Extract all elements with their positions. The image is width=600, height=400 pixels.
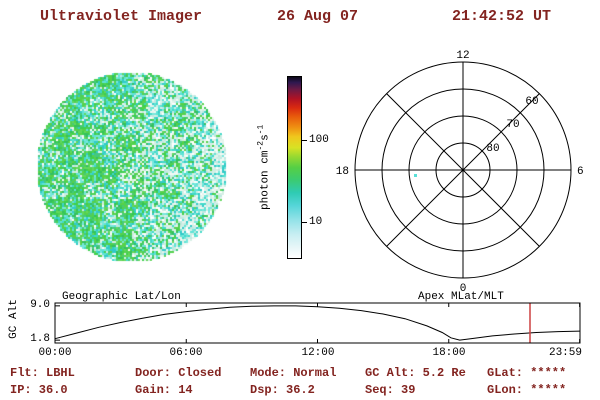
colorbar-label-text: photon cm xyxy=(259,150,272,210)
ytick-1-8: 1.8 xyxy=(30,333,50,345)
xtick-1200: 12:00 xyxy=(301,347,335,359)
xtick-1800: 18:00 xyxy=(432,347,466,359)
geographic-caption: Geographic Lat/Lon xyxy=(62,291,181,303)
mlat-label-80: 80 xyxy=(486,143,499,155)
xtick-0000: 00:00 xyxy=(38,347,72,359)
colorbar-label-mid: s xyxy=(259,134,272,141)
colorbar-tick-100: 100 xyxy=(309,134,329,146)
status-gc-alt: GC Alt: 5.2 Re xyxy=(365,366,466,380)
status-mode: Mode: Normal xyxy=(250,366,337,380)
status-glat: GLat: ***** xyxy=(487,366,567,380)
status-door: Door: Closed xyxy=(135,366,222,380)
gc-alt-strip-chart xyxy=(54,302,581,344)
mlt-label-0: 0 xyxy=(460,283,467,295)
status-ip: IP: 36.0 xyxy=(10,383,68,397)
gc-alt-curve xyxy=(54,305,580,341)
polar-grid-plot: 12 18 6 0 60 70 80 xyxy=(336,50,584,295)
colorbar-label-exp2: -1 xyxy=(256,124,266,135)
axis-ticks xyxy=(54,303,581,343)
time-display: 21:42:52 UT xyxy=(452,8,552,25)
colorbar-label-exp1: -2 xyxy=(256,140,266,151)
mlt-label-18: 18 xyxy=(336,166,349,178)
colorbar xyxy=(287,76,302,259)
mlt-label-6: 6 xyxy=(577,166,584,178)
strip-chart-frame xyxy=(54,302,581,344)
xtick-0600: 06:00 xyxy=(169,347,203,359)
date-display: 26 Aug 07 xyxy=(277,8,359,25)
uv-disk-image xyxy=(36,71,228,263)
polar-data-point xyxy=(414,174,417,177)
colorbar-label: photon cm-2s-1 xyxy=(257,97,272,237)
colorbar-tick-10: 10 xyxy=(309,216,323,228)
mlat-label-60: 60 xyxy=(525,96,538,108)
colorbar-tickmark-100 xyxy=(302,140,307,141)
ytick-9: 9.0 xyxy=(30,299,50,311)
status-glon: GLon: ***** xyxy=(487,383,567,397)
polar-grid-lines xyxy=(354,61,572,279)
status-gain: Gain: 14 xyxy=(135,383,193,397)
apex-caption: Apex MLat/MLT xyxy=(418,291,504,303)
mlat-label-70: 70 xyxy=(506,119,519,131)
mlt-label-12: 12 xyxy=(456,50,469,62)
status-seq: Seq: 39 xyxy=(365,383,416,397)
app-title: Ultraviolet Imager xyxy=(40,8,203,25)
xtick-2359: 23:59 xyxy=(548,347,582,359)
status-dsp: Dsp: 36.2 xyxy=(250,383,315,397)
colorbar-tickmark-10 xyxy=(302,222,307,223)
status-flt: Flt: LBHL xyxy=(10,366,75,380)
